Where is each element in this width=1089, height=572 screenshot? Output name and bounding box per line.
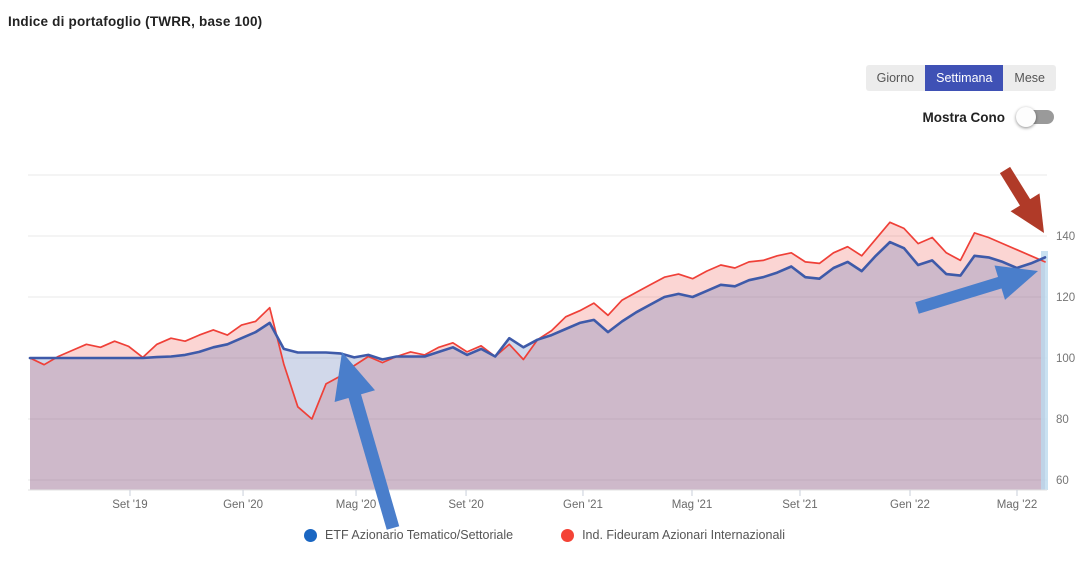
y-axis-label: 80 <box>1056 414 1069 426</box>
x-axis-label: Gen '22 <box>890 499 930 511</box>
y-axis-label: 120 <box>1056 292 1075 304</box>
show-cone-label: Mostra Cono <box>922 109 1006 125</box>
benchmark-end-arrow-shaft <box>999 166 1032 208</box>
show-cone-row: Mostra Cono <box>922 107 1054 127</box>
y-axis-label: 60 <box>1056 475 1069 487</box>
x-axis-label: Set '20 <box>448 499 483 511</box>
y-axis-label: 100 <box>1056 353 1075 365</box>
legend-dot-icon <box>561 528 575 542</box>
x-axis-label: Mag '22 <box>997 499 1038 511</box>
etf-end-arrow-head <box>994 265 1038 300</box>
x-axis-label: Mag '21 <box>672 499 713 511</box>
period-selector: Giorno Settimana Mese <box>865 65 1056 91</box>
x-axis-label: Set '21 <box>782 499 817 511</box>
etf-end-arrow-shaft <box>915 276 1004 314</box>
series-area <box>30 242 1045 490</box>
x-axis-label: Set '19 <box>112 499 147 511</box>
chart-legend: ETF Azionario Tematico/Settoriale Ind. Fi… <box>0 526 1089 544</box>
x-axis-label: Mag '20 <box>336 499 377 511</box>
page-title: Indice di portafoglio (TWRR, base 100) <box>8 14 263 29</box>
legend-item[interactable]: Ind. Fideuram Azionari Internazionali <box>561 528 785 542</box>
current-point-highlight-strip <box>1041 251 1048 490</box>
show-cone-toggle[interactable] <box>1016 107 1054 127</box>
period-button-mese[interactable]: Mese <box>1003 65 1056 91</box>
toggle-knob <box>1016 107 1036 127</box>
legend-label: ETF Azionario Tematico/Settoriale <box>325 528 514 542</box>
series-area <box>30 222 1045 491</box>
legend-label: Ind. Fideuram Azionari Internazionali <box>582 528 785 542</box>
period-button-settimana[interactable]: Settimana <box>925 65 1004 91</box>
y-axis-label: 140 <box>1056 231 1075 243</box>
benchmark-end-arrow-head <box>1010 193 1044 233</box>
legend-dot-icon <box>304 528 318 542</box>
covid-gap-arrow-shaft <box>348 392 400 530</box>
x-axis-label: Gen '20 <box>223 499 263 511</box>
x-axis-label: Gen '21 <box>563 499 603 511</box>
covid-gap-arrow-head <box>334 352 375 402</box>
legend-item[interactable]: ETF Azionario Tematico/Settoriale <box>304 528 513 542</box>
period-button-giorno[interactable]: Giorno <box>865 65 926 91</box>
series-line <box>28 240 1047 361</box>
